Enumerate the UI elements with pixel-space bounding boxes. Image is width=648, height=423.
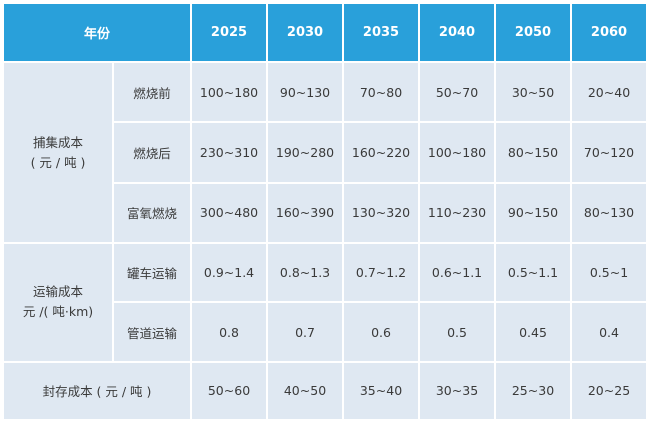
table-cell: 160~390: [268, 183, 343, 243]
table-row: 富氧燃烧 300~480 160~390 130~320 110~230 90~…: [4, 183, 647, 243]
table-cell: 0.7~1.2: [344, 244, 419, 302]
storage-cost-label: 封存成本 ( 元 / 吨 ): [4, 362, 191, 419]
year-header-2035: 2035: [344, 4, 419, 61]
year-header-label: 年份: [4, 4, 191, 61]
transport-cost-unit: 元 /( 吨·km): [22, 304, 94, 320]
table-row: 管道运输 0.8 0.7 0.6 0.5 0.45 0.4: [4, 303, 647, 361]
capture-cost-label: 捕集成本: [32, 134, 83, 150]
table-row: 捕集成本 ( 元 / 吨 ) 燃烧前 100~180 90~130 70~80 …: [4, 63, 647, 243]
table-cell: 0.8: [192, 303, 267, 361]
table-cell: 50~60: [192, 362, 267, 419]
table-cell: 0.8~1.3: [268, 244, 343, 302]
year-header-2040: 2040: [420, 4, 495, 61]
table-cell: 0.45: [496, 303, 571, 361]
table-row: 运输成本 元 /( 吨·km) 罐车运输 0.9~1.4 0.8~1.3 0.7…: [4, 244, 647, 361]
year-header-2025: 2025: [192, 4, 267, 61]
table-cell: 100~180: [420, 123, 495, 182]
table-cell: 0.4: [572, 303, 647, 361]
year-header-2050: 2050: [496, 4, 571, 61]
row-label: 燃烧后: [114, 123, 191, 182]
table-cell: 80~150: [496, 123, 571, 182]
table-cell: 0.6~1.1: [420, 244, 495, 302]
table-cell: 0.5: [420, 303, 495, 361]
table-cell: 160~220: [344, 123, 419, 182]
table-cell: 110~230: [420, 183, 495, 243]
table-cell: 230~310: [192, 123, 267, 182]
table-cell: 0.9~1.4: [192, 244, 267, 302]
year-header-2060: 2060: [572, 4, 647, 61]
table-cell: 70~120: [572, 123, 647, 182]
table-cell: 190~280: [268, 123, 343, 182]
table-cell: 300~480: [192, 183, 267, 243]
table-cell: 50~70: [420, 63, 495, 122]
table-row: 燃烧后 230~310 190~280 160~220 100~180 80~1…: [4, 123, 647, 182]
row-label: 富氧燃烧: [114, 183, 191, 243]
table-cell: 20~25: [572, 362, 647, 419]
table-cell: 30~35: [420, 362, 495, 419]
table-cell: 70~80: [344, 63, 419, 122]
table-cell: 100~180: [192, 63, 267, 122]
transport-cost-group: 运输成本 元 /( 吨·km): [4, 244, 112, 361]
transport-cost-label: 运输成本: [32, 284, 83, 300]
header-row: 年份 2025 2030 2035 2040 2050 2060: [4, 4, 647, 61]
table-cell: 90~150: [496, 183, 571, 243]
table-cell: 40~50: [268, 362, 343, 419]
table-cell: 0.5~1: [572, 244, 647, 302]
table-cell: 25~30: [496, 362, 571, 419]
year-header-2030: 2030: [268, 4, 343, 61]
table-row: 封存成本 ( 元 / 吨 ) 50~60 40~50 35~40 30~35 2…: [4, 362, 647, 419]
table-cell: 80~130: [572, 183, 647, 243]
table-cell: 30~50: [496, 63, 571, 122]
row-label: 管道运输: [114, 303, 191, 361]
table-cell: 0.7: [268, 303, 343, 361]
table-cell: 0.5~1.1: [496, 244, 571, 302]
capture-cost-group: 捕集成本 ( 元 / 吨 ): [4, 63, 112, 243]
row-label: 罐车运输: [114, 244, 191, 302]
table-cell: 0.6: [344, 303, 419, 361]
table-cell: 35~40: [344, 362, 419, 419]
capture-cost-unit: ( 元 / 吨 ): [30, 154, 86, 170]
table-cell: 130~320: [344, 183, 419, 243]
table-cell: 20~40: [572, 63, 647, 122]
table-cell: 90~130: [268, 63, 343, 122]
row-label: 燃烧前: [114, 63, 191, 122]
